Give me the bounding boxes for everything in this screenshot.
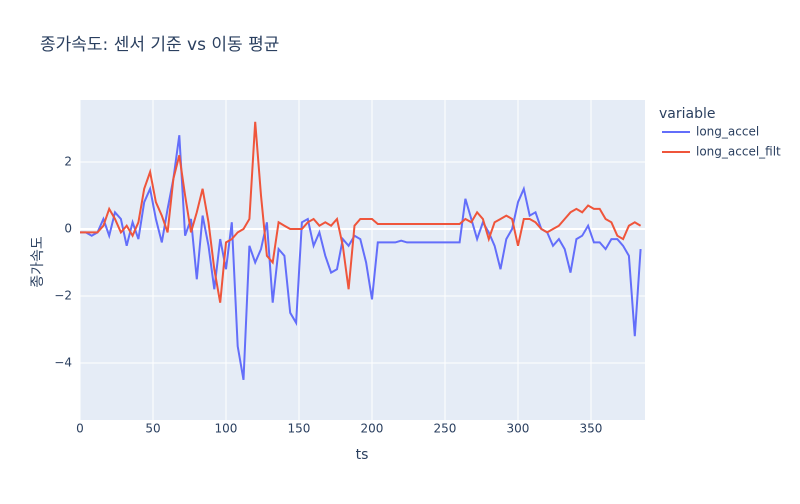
x-tick-label: 100 — [215, 422, 238, 436]
x-tick-label: 150 — [288, 422, 311, 436]
y-axis-label: 종가속도 — [30, 236, 46, 288]
x-tick-label: 0 — [76, 422, 84, 436]
x-axis-label: ts — [356, 447, 369, 463]
legend-title: variable — [659, 106, 715, 122]
legend-label: long_accel — [696, 125, 759, 139]
y-tick-label: −4 — [54, 356, 72, 370]
x-tick-label: 200 — [361, 422, 384, 436]
series-line — [80, 121, 642, 303]
x-tick-label: 250 — [434, 422, 457, 436]
chart-title: 종가속도: 센서 기준 vs 이동 평균 — [40, 35, 279, 55]
x-tick-label: 350 — [580, 422, 603, 436]
y-tick-label: −2 — [54, 289, 72, 303]
legend-label: long_accel_filt — [696, 145, 781, 159]
y-tick-label: 2 — [64, 154, 72, 168]
plot-background — [80, 100, 645, 420]
x-tick-label: 300 — [507, 422, 530, 436]
x-tick-label: 50 — [145, 422, 160, 436]
y-tick-label: 0 — [64, 222, 72, 236]
